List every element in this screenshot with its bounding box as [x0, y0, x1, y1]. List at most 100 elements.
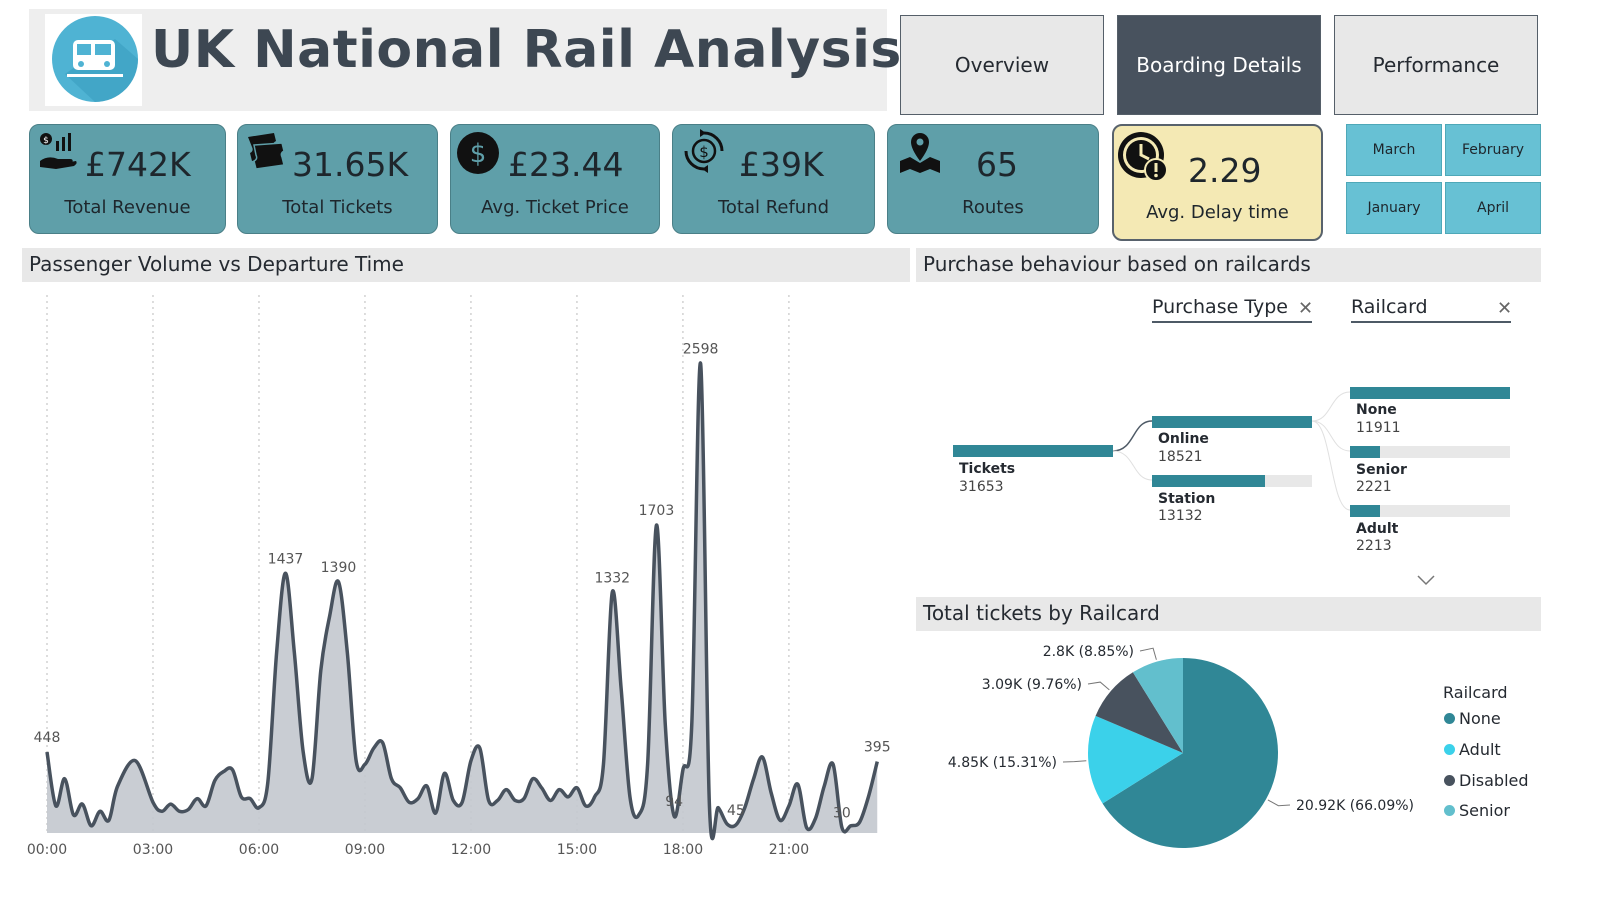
pie-slice-none[interactable]	[1102, 658, 1278, 848]
decomp-node-senior-label: Senior	[1356, 462, 1407, 478]
map-pin-icon	[900, 133, 940, 173]
month-button-april[interactable]: April	[1445, 182, 1541, 234]
decomp-node-tickets-label: Tickets	[959, 461, 1016, 477]
legend-label: Adult	[1459, 740, 1501, 759]
legend-dot	[1444, 805, 1455, 816]
kpi-value: 65	[976, 145, 1018, 184]
filter-railcard-close-icon[interactable]: ✕	[1497, 298, 1513, 319]
x-tick-label: 21:00	[769, 842, 809, 858]
railcard-pie-chart: 20.92K (66.09%) 4.85K (15.31%) 3.09K (9.76…	[948, 644, 1414, 848]
svg-text:$: $	[699, 143, 709, 161]
filter-purchase-type-label[interactable]: Purchase Type	[1152, 296, 1288, 318]
decomp-tree-connectors	[1112, 391, 1351, 511]
data-label: 1703	[639, 503, 675, 519]
nav-performance-button[interactable]: Performance	[1334, 15, 1538, 115]
svg-text:$: $	[43, 136, 49, 146]
pie-slice-senior[interactable]	[1132, 658, 1183, 753]
decomp-node-tickets-bar[interactable]	[953, 445, 1113, 457]
x-tick-label: 12:00	[451, 842, 491, 858]
kpi-label: Avg. Ticket Price	[481, 197, 629, 218]
data-label: 448	[34, 730, 61, 746]
pie-data-label: 4.85K (15.31%)	[948, 755, 1057, 771]
pie-leader-line	[1139, 647, 1157, 660]
kpi-card-total-revenue: $ £742K Total Revenue	[29, 124, 226, 234]
decomp-node-senior-value: 2221	[1356, 479, 1392, 495]
title-banner	[29, 9, 887, 111]
pie-section-title: Total tickets by Railcard	[916, 597, 1541, 631]
month-button-january[interactable]: January	[1346, 182, 1442, 234]
decomp-node-senior-bar	[1350, 446, 1380, 458]
decomp-node-senior-track[interactable]	[1350, 446, 1510, 458]
dollar-circle-icon: $	[457, 132, 499, 174]
data-label: 94	[665, 794, 683, 810]
kpi-label: Total Revenue	[64, 197, 191, 218]
decomp-node-adult-bar	[1350, 505, 1380, 517]
decomp-node-none-track[interactable]	[1350, 387, 1510, 399]
kpi-value: £742K	[85, 145, 191, 184]
pie-data-label: 2.8K (8.85%)	[1043, 644, 1134, 660]
decomp-node-online-label: Online	[1158, 431, 1209, 447]
decomp-node-tickets-value: 31653	[959, 479, 1004, 495]
decomp-node-online-value: 18521	[1158, 449, 1203, 465]
decomp-node-adult-track[interactable]	[1350, 505, 1510, 517]
data-label: 1437	[268, 551, 304, 567]
pie-slice-disabled[interactable]	[1095, 672, 1183, 753]
legend-label: None	[1459, 709, 1501, 728]
legend-item-senior[interactable]: Senior	[1444, 801, 1510, 820]
decomp-node-adult-value: 2213	[1356, 538, 1392, 554]
passenger-volume-line-chart: 00:00 03:00 06:00 09:00 12:00 15:00 18:00 21:00…	[27, 295, 891, 858]
decomp-section-title: Purchase behaviour based on railcards	[916, 248, 1541, 282]
data-label: 395	[864, 740, 891, 756]
pie-leader-line	[1267, 799, 1291, 807]
decomp-node-none-label: None	[1356, 402, 1397, 418]
x-tick-label: 18:00	[663, 842, 703, 858]
data-label: 30	[833, 806, 851, 822]
filter-purchase-type-underline	[1152, 321, 1312, 323]
kpi-card-total-refund: $ £39K Total Refund	[672, 124, 875, 234]
x-tick-label: 15:00	[557, 842, 597, 858]
series-line[interactable]	[45, 361, 879, 841]
data-label: 1332	[594, 570, 630, 586]
kpi-label: Total Tickets	[282, 197, 393, 218]
filter-railcard-underline	[1351, 321, 1511, 323]
legend-item-adult[interactable]: Adult	[1444, 740, 1501, 759]
area-fill	[47, 363, 878, 839]
data-label: 2598	[683, 341, 719, 357]
kpi-card-avg-delay-time: 2.29 Avg. Delay time	[1112, 124, 1323, 241]
month-button-march[interactable]: March	[1346, 124, 1442, 176]
legend-dot	[1444, 775, 1455, 786]
kpi-card-routes: 65 Routes	[887, 124, 1099, 234]
kpi-label: Total Refund	[717, 197, 830, 218]
refund-cycle-icon: $	[684, 129, 724, 173]
decomp-node-station-label: Station	[1158, 491, 1216, 507]
x-tick-label: 03:00	[133, 842, 173, 858]
x-tick-label: 09:00	[345, 842, 385, 858]
chevron-down-icon[interactable]	[1416, 574, 1436, 586]
decomp-node-station-value: 13132	[1158, 508, 1203, 524]
nav-overview-button[interactable]: Overview	[900, 15, 1104, 115]
decomp-node-station-bar	[1152, 475, 1266, 487]
filter-railcard-label[interactable]: Railcard	[1351, 296, 1428, 318]
legend-item-disabled[interactable]: Disabled	[1444, 771, 1529, 790]
decomp-node-online-track[interactable]	[1152, 416, 1312, 428]
pie-data-label: 20.92K (66.09%)	[1296, 798, 1414, 814]
nav-boarding-details-button[interactable]: Boarding Details	[1117, 15, 1321, 115]
legend-item-none[interactable]: None	[1444, 709, 1501, 728]
legend-dot	[1444, 744, 1455, 755]
kpi-label: Routes	[962, 197, 1024, 218]
x-tick-label: 06:00	[239, 842, 279, 858]
clock-alert-icon	[1118, 132, 1168, 182]
line-chart-title: Passenger Volume vs Departure Time	[22, 248, 910, 282]
data-label: 45	[727, 803, 745, 819]
kpi-label: Avg. Delay time	[1146, 202, 1289, 223]
decomp-node-none-bar	[1350, 387, 1510, 399]
kpi-value: 31.65K	[292, 145, 409, 184]
pie-leader-line	[1062, 760, 1087, 763]
pie-slice-adult[interactable]	[1088, 715, 1183, 804]
page-title: UK National Rail Analysis	[151, 20, 902, 80]
pie-leader-line	[1087, 681, 1110, 691]
decomp-node-station-track[interactable]	[1152, 475, 1312, 487]
kpi-value: £23.44	[508, 145, 624, 184]
filter-purchase-type-close-icon[interactable]: ✕	[1298, 298, 1314, 319]
month-button-february[interactable]: February	[1445, 124, 1541, 176]
